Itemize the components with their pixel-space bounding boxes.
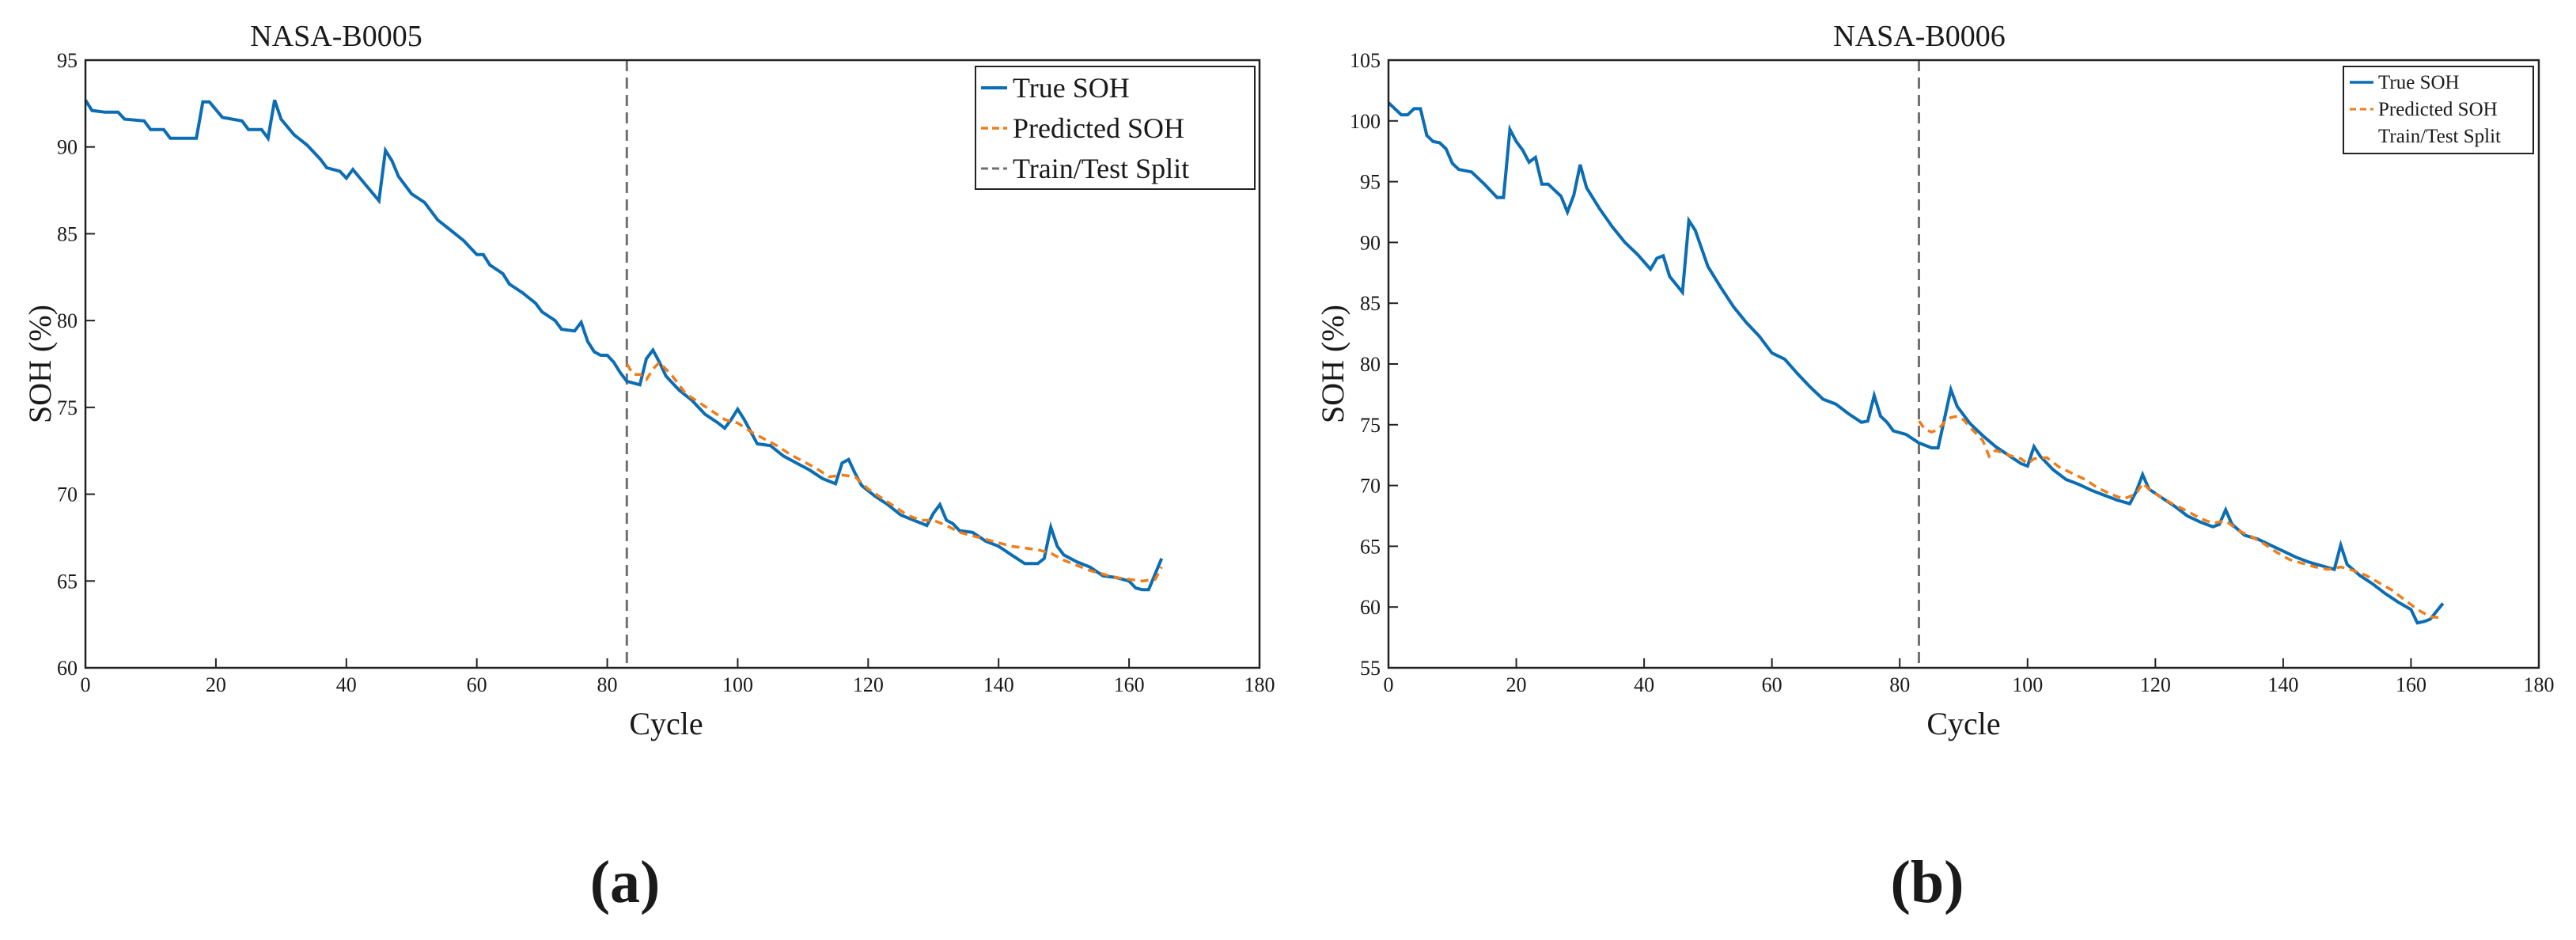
legend-box	[2343, 66, 2534, 154]
y-tick-label: 60	[57, 657, 78, 680]
legend-label-true-soh: True SOH	[2378, 72, 2460, 93]
series-line-predicted-soh	[1918, 415, 2443, 620]
x-tick-label: 0	[1384, 673, 1394, 696]
legend-label-split: Train/Test Split	[2378, 126, 2501, 147]
y-axis-label: SOH (%)	[1315, 305, 1351, 423]
x-tick-label: 20	[206, 673, 226, 696]
x-tick-label: 40	[1634, 673, 1654, 696]
x-tick-label: 20	[1506, 673, 1527, 696]
y-tick-labels: 55 60 65 70 75 80 85 90 95 100 105	[1350, 49, 1381, 680]
plot-frame	[1387, 59, 2540, 669]
y-tick-label: 105	[1350, 49, 1381, 72]
x-tick-label: 0	[81, 673, 91, 696]
x-tick-label: 140	[2267, 673, 2298, 696]
x-tick-label: 60	[467, 673, 487, 696]
legend-label-true-soh: True SOH	[1013, 72, 1130, 104]
plot-frame	[84, 59, 1261, 669]
x-tick-label: 100	[2012, 673, 2043, 696]
y-tick-label: 80	[57, 309, 78, 332]
panel-label-b: (b)	[1891, 849, 1964, 915]
x-tick-label: 120	[2140, 673, 2171, 696]
y-tick-label: 75	[57, 396, 78, 419]
y-tick-label: 90	[57, 136, 78, 159]
x-tick-label: 180	[1244, 673, 1275, 696]
chart-panel-a: NASA-B0005 0 20 40 60 80 100 120 140 160 180 60 65…	[22, 20, 1275, 915]
x-tick-label: 140	[983, 673, 1014, 696]
x-tick-labels: 0 20 40 60 80 100 120 140 160 180	[81, 673, 1275, 696]
panel-label-a: (a)	[590, 849, 661, 915]
y-tick-label: 75	[1360, 414, 1381, 437]
y-tick-label: 55	[1360, 657, 1381, 680]
x-tick-label: 120	[853, 673, 884, 696]
y-tick-label: 85	[57, 222, 78, 245]
x-tick-label: 60	[1762, 673, 1782, 696]
y-tick-label: 65	[57, 570, 78, 593]
x-tick-labels: 0 20 40 60 80 100 120 140 160 180	[1384, 673, 2555, 696]
x-tick-label: 80	[597, 673, 618, 696]
legend-label-predicted-soh: Predicted SOH	[1013, 112, 1184, 144]
x-tick-label: 80	[1889, 673, 1910, 696]
legend-label-split: Train/Test Split	[1013, 153, 1189, 184]
x-axis-label: Cycle	[1926, 706, 2000, 741]
series-line-predicted-soh	[625, 360, 1163, 583]
y-tick-labels: 60 65 70 75 80 85 90 95	[57, 49, 78, 680]
y-tick-label: 80	[1360, 353, 1381, 376]
x-axis-label: Cycle	[629, 706, 703, 741]
x-tick-label: 160	[2396, 673, 2426, 696]
x-tick-label: 100	[722, 673, 753, 696]
series-line-true-soh	[1387, 101, 2445, 625]
x-tick-label: 160	[1114, 673, 1145, 696]
legend: True SOH Predicted SOH Train/Test Split	[2343, 66, 2534, 154]
x-tick-label: 40	[336, 673, 357, 696]
legend-box	[975, 66, 1256, 190]
x-tick-label: 180	[2524, 673, 2555, 696]
chart-panel-b: NASA-B0006 0 20 40 60 80 100 120 140 160 180 55 60…	[1315, 20, 2555, 915]
chart-title: NASA-B0006	[1833, 20, 2005, 53]
y-tick-label: 100	[1350, 110, 1381, 133]
y-axis-label: SOH (%)	[22, 305, 58, 423]
y-tick-label: 65	[1360, 535, 1381, 558]
series-line-true-soh	[84, 99, 1164, 592]
y-tick-label: 90	[1360, 231, 1381, 254]
legend-label-predicted-soh: Predicted SOH	[2378, 99, 2498, 120]
y-tick-label: 70	[57, 483, 78, 506]
y-tick-label: 95	[1360, 171, 1381, 194]
y-tick-label: 70	[1360, 475, 1381, 498]
legend: True SOH Predicted SOH Train/Test Split	[975, 66, 1256, 190]
y-tick-label: 95	[57, 49, 78, 72]
chart-title: NASA-B0005	[250, 20, 422, 53]
y-tick-label: 60	[1360, 596, 1381, 619]
y-tick-label: 85	[1360, 292, 1381, 315]
